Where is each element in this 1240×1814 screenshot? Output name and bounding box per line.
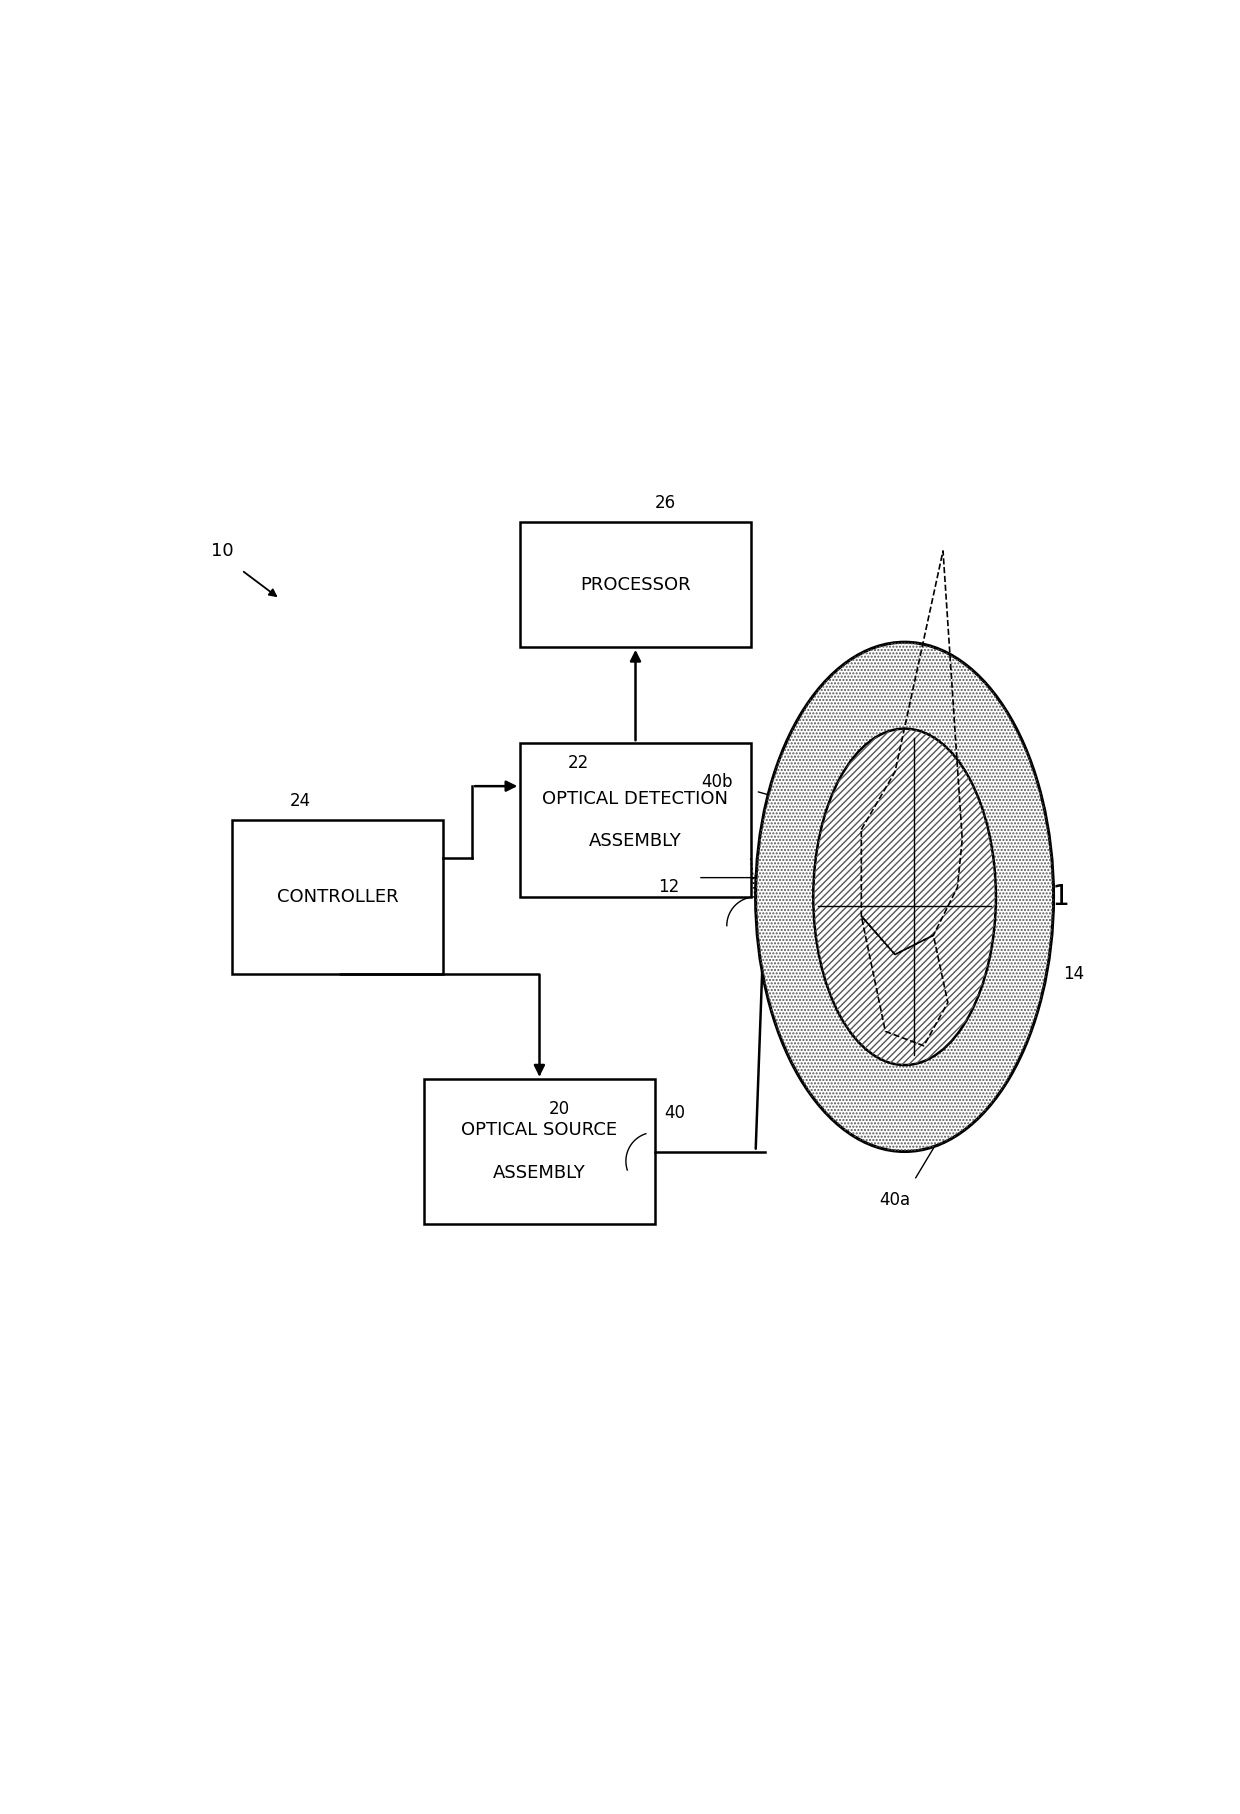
Text: 40: 40 bbox=[665, 1105, 686, 1123]
Bar bbox=[521, 744, 751, 896]
Ellipse shape bbox=[813, 729, 996, 1065]
Text: 40a: 40a bbox=[879, 1190, 910, 1208]
Text: 14: 14 bbox=[1063, 965, 1084, 983]
Bar bbox=[232, 820, 444, 974]
Text: 26: 26 bbox=[655, 495, 676, 512]
Text: 42: 42 bbox=[760, 878, 781, 896]
Bar bbox=[521, 522, 751, 648]
Text: 24: 24 bbox=[290, 793, 311, 811]
Text: FIG. 1: FIG. 1 bbox=[990, 883, 1070, 911]
Text: 40b: 40b bbox=[702, 773, 733, 791]
Text: ASSEMBLY: ASSEMBLY bbox=[494, 1163, 585, 1181]
Text: PROCESSOR: PROCESSOR bbox=[580, 575, 691, 593]
Text: 12: 12 bbox=[658, 878, 680, 896]
Text: 22: 22 bbox=[568, 755, 589, 773]
Text: OPTICAL DETECTION: OPTICAL DETECTION bbox=[543, 789, 729, 807]
Text: CONTROLLER: CONTROLLER bbox=[277, 887, 398, 905]
Text: 10: 10 bbox=[211, 542, 233, 561]
Bar bbox=[424, 1079, 655, 1224]
Text: 20: 20 bbox=[549, 1099, 570, 1117]
Ellipse shape bbox=[755, 642, 1054, 1152]
Text: OPTICAL SOURCE: OPTICAL SOURCE bbox=[461, 1121, 618, 1139]
Text: ASSEMBLY: ASSEMBLY bbox=[589, 833, 682, 851]
